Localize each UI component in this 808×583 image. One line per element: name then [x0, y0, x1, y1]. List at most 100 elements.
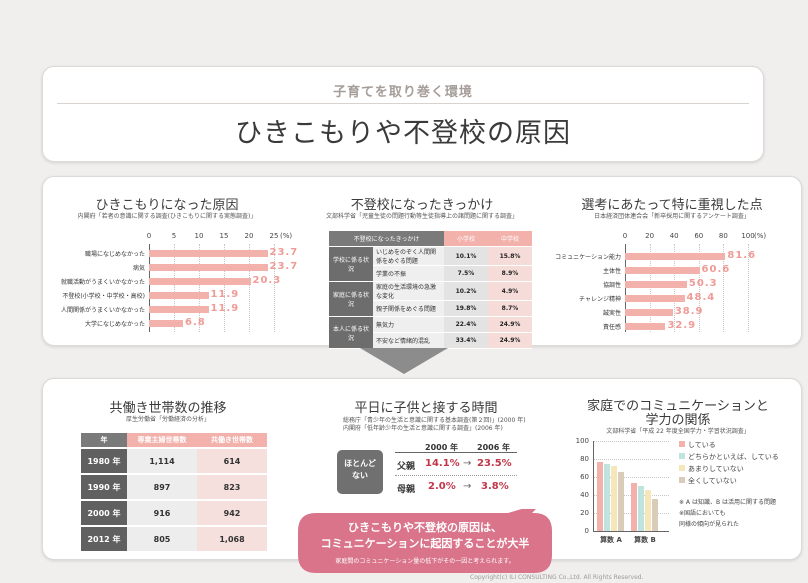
- tick-label: 0: [146, 232, 152, 240]
- home-communication-source: 文部科学省「平成 22 年度全国学力・学習状況調査」: [606, 428, 750, 435]
- gridline: [649, 244, 651, 332]
- table-row: 親子関係をめぐる問題 19.8% 8.7%: [329, 300, 532, 317]
- elementary-value: 22.4%: [444, 316, 488, 333]
- gridline: [174, 244, 175, 332]
- y-axis: [149, 244, 150, 332]
- tick-label: 10: [194, 232, 204, 240]
- table-row: 2012 年 805 1,068: [81, 526, 267, 553]
- value-label: 81.6: [727, 250, 757, 261]
- father-2006-value: 23.5%: [477, 458, 512, 469]
- bar: [149, 278, 251, 285]
- unit-label: (%): [280, 232, 293, 240]
- elementary-value: 33.4%: [444, 332, 488, 349]
- tick-label: 100: [741, 232, 755, 240]
- category-label: 人間関係がうまくいかなかった: [60, 307, 145, 314]
- child-contact-source-2: 内閣府「低年齢少年の生活と意識に関する調査」(2006 年): [343, 425, 503, 432]
- child-contact-source-1: 総務庁「青少年の生活と意識に関する基本調査(第２回)」(2000 年): [343, 417, 526, 424]
- tick-label: 15: [219, 232, 229, 240]
- dual-income-households-cell: 942: [197, 500, 267, 527]
- value-label: 11.9: [210, 303, 240, 314]
- dual-income-households-cell: 614: [197, 448, 267, 475]
- tick-label: 60: [694, 232, 704, 240]
- title-divider: [57, 103, 749, 104]
- junior-high-value: 8.9%: [488, 265, 532, 282]
- y-axis: [625, 244, 626, 332]
- column-header: 共働き世帯数: [197, 433, 267, 449]
- selection-criteria-title: 選考にあたって特に重視した点: [581, 198, 763, 213]
- value-label: 23.7: [269, 247, 299, 258]
- bar: [149, 320, 183, 327]
- tick-label: 20: [244, 232, 254, 240]
- gridline: [249, 244, 250, 332]
- y-axis: [593, 441, 594, 531]
- gridline: [723, 244, 725, 332]
- withdrawal-causes-source: 内閣府「若者の意識に関する調査(ひきこもりに関する実態調査)」: [77, 213, 257, 220]
- table-row: 学業の不振 7.5% 8.9%: [329, 265, 532, 282]
- father-label: 父親: [397, 462, 416, 472]
- column-header: 中学校: [488, 231, 532, 247]
- legend-label: している: [688, 441, 716, 449]
- copyright: Copyright(c) ILI CONSULTING Co.,Ltd. All…: [470, 574, 644, 581]
- tick-label: 60: [580, 473, 589, 481]
- column-header: 不登校になったきっかけ: [329, 231, 444, 247]
- year-cell: 2000 年: [81, 500, 127, 527]
- environment-card: 共働き世帯数の推移 厚生労働省「労働経済の分析」 年 専業主婦世帯数 共働き世帯…: [42, 378, 802, 560]
- row-label: 無気力: [373, 316, 444, 333]
- home-communication-title-line2: 学力の関係: [645, 413, 711, 428]
- row-label: いじめをのぞく人間関係をめぐる問題: [373, 246, 444, 266]
- category-label: 誠実性: [602, 310, 621, 317]
- bar: [611, 466, 617, 531]
- gridline: [748, 244, 749, 332]
- header-rule: [395, 452, 517, 453]
- value-label: 60.6: [701, 264, 731, 275]
- tick-label: 20: [580, 509, 589, 517]
- junior-high-value: 8.7%: [488, 300, 532, 317]
- tick-label: 80: [718, 232, 728, 240]
- gridline: [593, 459, 669, 460]
- child-contact-title: 平日に子供と接する時間: [354, 401, 498, 416]
- tick-label: 25: [269, 232, 279, 240]
- category-label: 算数 A: [600, 536, 622, 544]
- legend-label: 全くしていない: [688, 477, 737, 485]
- housewife-households-cell: 1,114: [127, 448, 197, 475]
- value-label: 20.3: [252, 275, 282, 286]
- selection-criteria-source: 日本経済団体連合会「新卒採用に関するアンケート調査」: [594, 213, 750, 220]
- bar: [149, 250, 268, 257]
- elementary-value: 10.2%: [444, 281, 488, 301]
- row-label: 親子関係をめぐる問題: [373, 300, 444, 317]
- dual-income-table: 年 専業主婦世帯数 共働き世帯数 1980 年 1,114 614 1990 年…: [81, 433, 267, 553]
- tick-label: 20: [645, 232, 655, 240]
- dual-income-households-cell: 1,068: [197, 526, 267, 553]
- category-label: 主体性: [602, 268, 621, 275]
- column-header: 年: [81, 433, 127, 449]
- mother-label: 母親: [397, 485, 416, 495]
- value-label: 48.4: [686, 292, 716, 303]
- housewife-households-cell: 897: [127, 474, 197, 501]
- category-label: 大学になじめなかった: [84, 321, 145, 328]
- mother-2006-value: 3.8%: [481, 481, 509, 492]
- year-cell: 2012 年: [81, 526, 127, 553]
- callout-line-1: ひきこもりや不登校の原因は、: [348, 521, 502, 534]
- page-title: ひきこもりや不登校の原因: [235, 118, 571, 149]
- tick-label: 80: [580, 455, 589, 463]
- legend-swatch: [679, 453, 685, 459]
- note: ※ A は知識、B は活用に関する問題: [679, 499, 776, 506]
- elementary-value: 19.8%: [444, 300, 488, 317]
- table-row: 本人に係る状況 無気力 22.4% 24.9%: [329, 316, 532, 349]
- tick-label: 0: [622, 232, 628, 240]
- tick-label: 100: [575, 437, 589, 445]
- bar: [149, 264, 268, 271]
- table-row: 2000 年 916 942: [81, 500, 267, 527]
- bar: [625, 281, 687, 288]
- home-communication-title: 家庭でのコミュニケーションと: [587, 399, 769, 414]
- callout-line-2: コミュニケーションに起因することが大半: [320, 537, 530, 550]
- dual-income-households-cell: 823: [197, 474, 267, 501]
- column-header: 専業主婦世帯数: [127, 433, 197, 449]
- gridline: [593, 441, 669, 442]
- gridline: [593, 477, 669, 478]
- housewife-households-cell: 916: [127, 500, 197, 527]
- category-label: コミュニケーション能力: [555, 254, 621, 261]
- year-cell: 1990 年: [81, 474, 127, 501]
- value-label: 32.9: [667, 320, 697, 331]
- table-header-row: 不登校になったきっかけ 小学校 中学校: [329, 231, 532, 247]
